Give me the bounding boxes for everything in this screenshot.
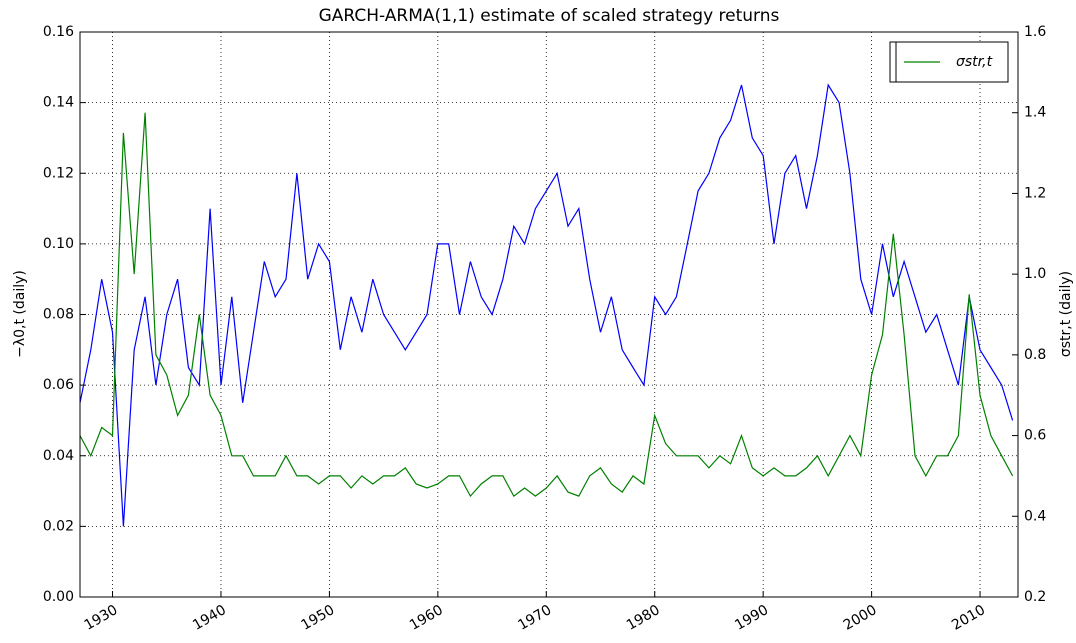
y2-tick-label: 0.8 <box>1024 347 1046 363</box>
y2-tick-label: 1.0 <box>1024 266 1046 282</box>
x-tick-label: 1970 <box>515 602 554 634</box>
y-tick-label: 0.00 <box>43 589 74 605</box>
y2-tick-label: 0.4 <box>1024 508 1046 524</box>
x-tick-label: 1960 <box>407 602 446 634</box>
x-tick-label: 2000 <box>841 602 880 634</box>
y-tick-label: 0.10 <box>43 236 74 252</box>
x-tick-label: 2010 <box>949 602 988 634</box>
series-line <box>79 112 1014 498</box>
y-axis-label: −λ0,t (daily) <box>12 270 28 358</box>
legend-label: σstr,t <box>956 54 993 70</box>
y2-tick-label: 0.2 <box>1024 589 1046 605</box>
y-tick-label: 0.16 <box>43 24 74 40</box>
x-tick-label: 1990 <box>732 602 771 634</box>
y-tick-label: 0.02 <box>43 518 74 534</box>
chart-title: GARCH-ARMA(1,1) estimate of scaled strat… <box>319 6 780 26</box>
y-tick-label: 0.06 <box>43 377 74 393</box>
y2-tick-label: 1.6 <box>1024 24 1046 40</box>
y-tick-label: 0.08 <box>43 307 74 323</box>
series-line <box>79 83 1014 527</box>
y2-tick-label: 1.2 <box>1024 185 1046 201</box>
y2-tick-label: 0.6 <box>1024 428 1046 444</box>
plot-frame <box>79 31 1019 598</box>
y2-tick-label: 1.4 <box>1024 105 1046 121</box>
x-tick-label: 1950 <box>299 602 338 634</box>
x-tick-label: 1940 <box>190 602 229 634</box>
y-tick-label: 0.04 <box>43 448 74 464</box>
x-tick-label: 1980 <box>624 602 663 634</box>
y-tick-label: 0.14 <box>43 95 74 111</box>
x-tick-label: 1930 <box>82 602 121 634</box>
y-tick-label: 0.12 <box>43 165 74 181</box>
y2-axis-label: σstr,t (daily) <box>1058 271 1074 357</box>
legend-box <box>889 41 1009 83</box>
